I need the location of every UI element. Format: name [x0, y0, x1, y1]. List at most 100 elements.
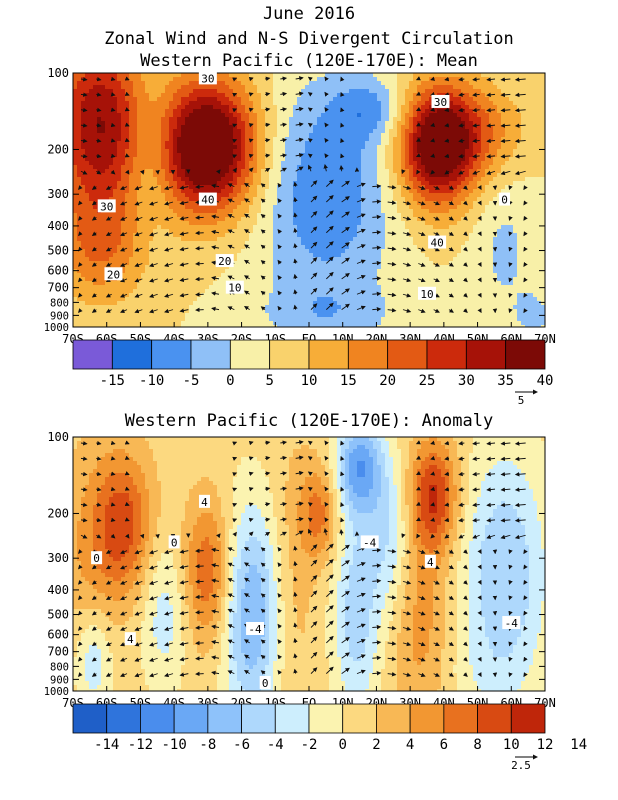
y-tick-label: 600: [47, 264, 69, 278]
colorbar-swatch: [269, 339, 310, 370]
colorbar-label: 14: [570, 737, 587, 753]
colorbar-swatch: [376, 703, 411, 734]
vector-reference-label: 5: [518, 394, 525, 407]
chart-subtitle: Zonal Wind and N-S Divergent Circulation: [104, 29, 514, 49]
colorbar-swatch: [510, 703, 546, 734]
colorbar-swatch: [477, 703, 512, 734]
colorbar-label: 0: [226, 373, 234, 389]
contour-label-box: [198, 71, 217, 85]
colorbar-label: -14: [94, 737, 119, 753]
colorbar-label: -12: [128, 737, 153, 753]
y-tick-label: 800: [50, 661, 69, 673]
mean-panel-title: Western Pacific (120E-170E): Mean: [140, 51, 478, 71]
y-tick-label: 200: [47, 142, 69, 156]
y-tick-label: 900: [50, 674, 69, 686]
anomaly-panel-title: Western Pacific (120E-170E): Anomaly: [124, 411, 494, 431]
contour-label-box: [431, 94, 450, 108]
colorbar-swatch: [151, 339, 192, 370]
y-tick-label: 1000: [44, 686, 69, 698]
colorbar-label: 0: [338, 737, 346, 753]
contour-label: 20: [107, 268, 120, 281]
colorbar-swatch: [106, 703, 141, 734]
colorbar-label: 5: [265, 373, 273, 389]
y-tick-label: 100: [47, 66, 69, 80]
colorbar-swatch: [308, 703, 344, 734]
colorbar-label: -15: [100, 373, 125, 389]
colorbar-label: 35: [497, 373, 514, 389]
colorbar-label: 4: [406, 737, 414, 753]
colorbar-label: -4: [267, 737, 284, 753]
chart-title: June 2016: [262, 4, 356, 24]
colorbar-swatch: [387, 339, 428, 370]
colorbar-swatch: [241, 703, 276, 734]
colorbar-label: 30: [458, 373, 475, 389]
colorbar-label: -8: [199, 737, 216, 753]
plot-area-1: [73, 437, 545, 691]
contour-label-box: [499, 192, 511, 206]
colorbar-swatch: [308, 339, 349, 370]
contour-label-box: [124, 632, 136, 646]
contour-label-box: [225, 280, 244, 294]
contour-label-box: [418, 286, 436, 300]
colorbar-label: 12: [537, 737, 554, 753]
contour-label-box: [215, 254, 234, 268]
contour-label-box: [502, 616, 521, 630]
contour-label: 0: [501, 194, 508, 207]
colorbar-swatch: [207, 703, 242, 734]
colorbar-swatch: [72, 339, 113, 370]
colorbar-label: 6: [440, 737, 448, 753]
contour-label: 30: [434, 96, 447, 109]
colorbar-label: -10: [161, 737, 186, 753]
contour-label: 4: [201, 496, 208, 509]
colorbar-swatch: [229, 339, 271, 370]
colorbar-swatch: [72, 703, 108, 734]
y-tick-label: 400: [47, 219, 69, 233]
y-tick-label: 700: [47, 281, 69, 295]
contour-label: 4: [127, 633, 134, 646]
y-tick-label: 500: [47, 608, 69, 622]
colorbar-label: 8: [473, 737, 481, 753]
colorbar-label: -5: [183, 373, 200, 389]
contour-label: 10: [420, 288, 433, 301]
y-tick-label: 400: [47, 583, 69, 597]
contour-label-box: [168, 535, 180, 549]
colorbar-label: -2: [301, 737, 318, 753]
colorbar-swatch: [140, 703, 175, 734]
contour-label: -4: [363, 536, 377, 549]
y-tick-label: 700: [47, 645, 69, 659]
wind-vectors-1: [78, 440, 528, 678]
contour-label: 4: [427, 556, 434, 569]
colorbar-swatch: [465, 339, 507, 370]
colorbar-swatch: [443, 703, 478, 734]
colorbar-label: 20: [379, 373, 396, 389]
contour-label-box: [198, 494, 210, 508]
contour-label: 40: [201, 194, 214, 207]
contour-label: -4: [505, 617, 519, 630]
y-tick-label: 100: [47, 430, 69, 444]
y-tick-label: 300: [47, 551, 69, 565]
y-tick-label: 300: [47, 187, 69, 201]
vector-reference-label: 2.5: [511, 759, 531, 772]
colorbar-label: 40: [537, 373, 554, 389]
contour-label-box: [360, 535, 379, 549]
contour-label: 0: [171, 536, 178, 549]
contour-label-box: [91, 551, 103, 565]
contour-label-box: [104, 267, 123, 281]
y-tick-label: 1000: [44, 322, 69, 334]
y-tick-label: 500: [47, 244, 69, 258]
contour-label: 0: [93, 552, 100, 565]
colorbar-swatch: [505, 339, 546, 370]
colorbar-label: 15: [340, 373, 357, 389]
colorbar-swatch: [111, 339, 153, 370]
wind-vectors-0: [78, 76, 528, 314]
colorbar-swatch: [347, 339, 389, 370]
colorbar-label: 10: [301, 373, 318, 389]
colorbar-swatch: [190, 339, 231, 370]
colorbar-swatch: [274, 703, 310, 734]
colorbar-swatch: [409, 703, 445, 734]
contour-label-box: [97, 199, 116, 213]
colorbar-swatch: [342, 703, 377, 734]
colorbar-label: 25: [419, 373, 436, 389]
colorbar-label: -6: [233, 737, 250, 753]
